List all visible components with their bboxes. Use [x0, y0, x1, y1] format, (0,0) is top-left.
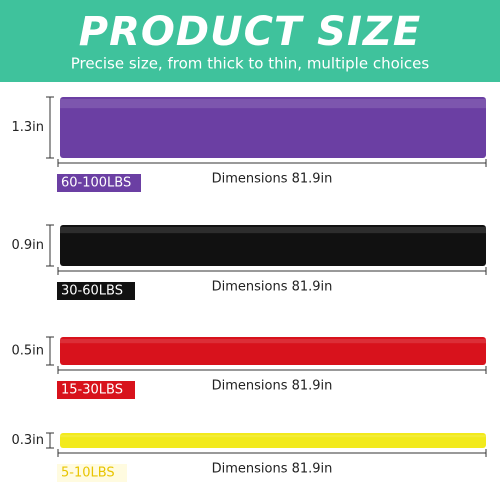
thickness-label: 0.3in	[11, 433, 44, 448]
resistance-band	[60, 225, 486, 266]
thickness-label: 0.9in	[11, 238, 44, 253]
resistance-label: 15-30LBS	[61, 383, 123, 398]
resistance-tag	[57, 282, 135, 300]
bands: 1.3in Dimensions 81.9in 60-100LBS 0.9in Dime…	[11, 96, 487, 482]
band-highlight	[60, 227, 486, 234]
resistance-band	[60, 97, 486, 158]
dimensions-label: Dimensions 81.9in	[212, 379, 333, 394]
resistance-tag	[57, 464, 127, 482]
resistance-band	[60, 433, 486, 448]
dimensions-label: Dimensions 81.9in	[212, 462, 333, 477]
resistance-band	[60, 337, 486, 365]
band-highlight	[60, 435, 486, 438]
dimensions-label: Dimensions 81.9in	[212, 280, 333, 295]
resistance-label: 5-10LBS	[61, 466, 115, 481]
band-highlight	[60, 339, 486, 344]
resistance-tag	[57, 381, 135, 399]
thickness-label: 1.3in	[11, 120, 44, 135]
resistance-label: 60-100LBS	[61, 176, 131, 191]
title: PRODUCT SIZE	[79, 9, 421, 55]
band-highlight	[60, 99, 486, 109]
thickness-label: 0.5in	[11, 344, 44, 359]
subtitle: Precise size, from thick to thin, multip…	[71, 55, 430, 73]
header-banner	[0, 0, 500, 82]
resistance-label: 30-60LBS	[61, 284, 123, 299]
resistance-tag	[57, 174, 141, 192]
dimensions-label: Dimensions 81.9in	[212, 172, 333, 187]
